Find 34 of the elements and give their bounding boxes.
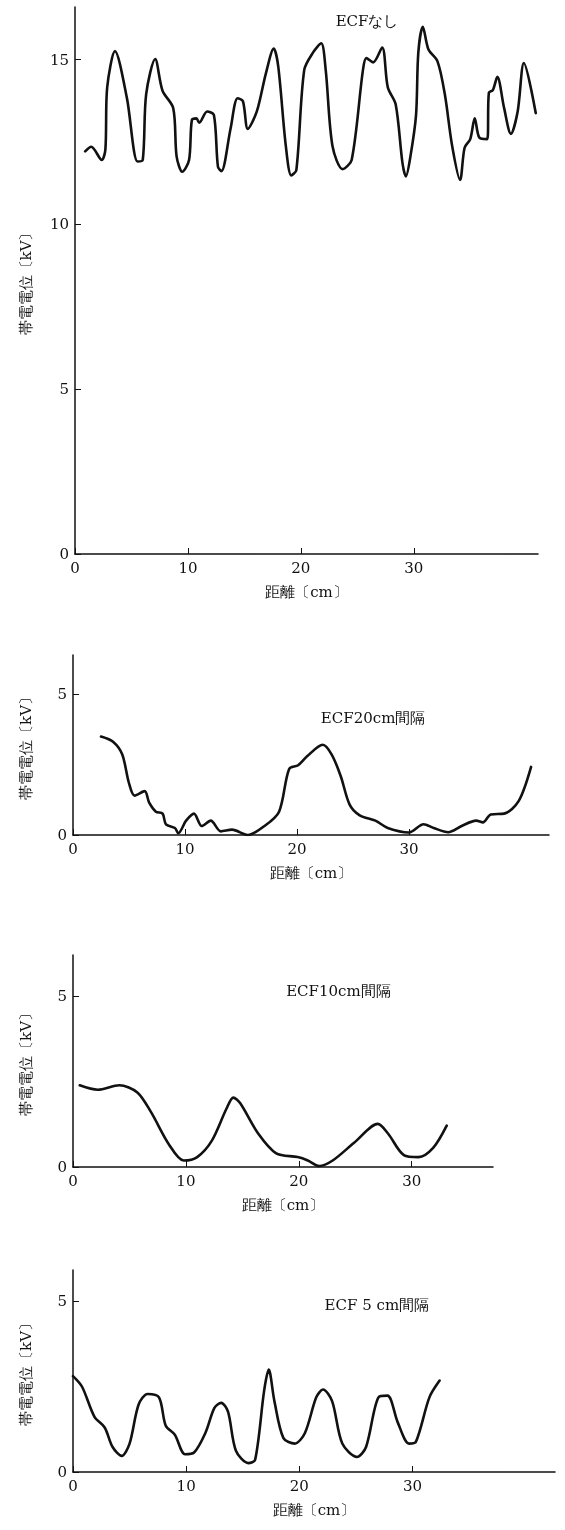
y-tick-label: 15 xyxy=(49,50,69,69)
x-tick-label: 20 xyxy=(287,839,307,858)
x-tick-label: 10 xyxy=(175,839,195,858)
y-axis-title: 帯電電位〔kV〕 xyxy=(16,1006,35,1116)
x-tick-label: 10 xyxy=(176,1171,196,1190)
y-tick-label: 0 xyxy=(57,1463,67,1481)
x-axis-title: 距離〔cm〕 xyxy=(265,582,348,601)
y-tick-label: 0 xyxy=(57,1158,67,1176)
x-tick-label: 30 xyxy=(402,1171,422,1190)
x-tick-label: 20 xyxy=(289,1171,309,1190)
x-axis-title: 距離〔cm〕 xyxy=(272,1500,356,1519)
x-tick-label: 20 xyxy=(289,1476,309,1495)
y-tick-label: 0 xyxy=(57,826,67,844)
text: ECF 5 cm間隔 xyxy=(324,1295,430,1314)
y-tick-label: 5 xyxy=(59,380,69,399)
y-tick-label: 5 xyxy=(57,1291,67,1310)
x-tick-label: 20 xyxy=(291,558,311,577)
x-tick-label: 30 xyxy=(399,839,419,858)
x-tick-label: 30 xyxy=(402,1476,422,1495)
chart-title: ECFなし xyxy=(335,11,399,30)
x-axis-title: 距離〔cm〕 xyxy=(241,1195,325,1214)
y-tick-label: 10 xyxy=(49,215,69,234)
y-tick-label: 0 xyxy=(59,545,69,563)
text: ECF10cm間隔 xyxy=(286,981,391,1000)
y-axis-title: 帯電電位〔kV〕 xyxy=(16,1316,35,1426)
x-tick-label: 30 xyxy=(404,558,424,577)
text: ECF20cm間隔 xyxy=(320,708,426,727)
x-axis-title: 距離〔cm〕 xyxy=(269,863,353,882)
x-tick-label: 10 xyxy=(176,1476,196,1495)
y-tick-label: 5 xyxy=(57,987,67,1006)
x-tick-label: 10 xyxy=(178,558,198,577)
y-axis-title: 帯電電位〔kV〕 xyxy=(16,225,35,336)
y-axis-title: 帯電電位〔kV〕 xyxy=(16,690,35,800)
y-tick-label: 5 xyxy=(57,685,67,704)
